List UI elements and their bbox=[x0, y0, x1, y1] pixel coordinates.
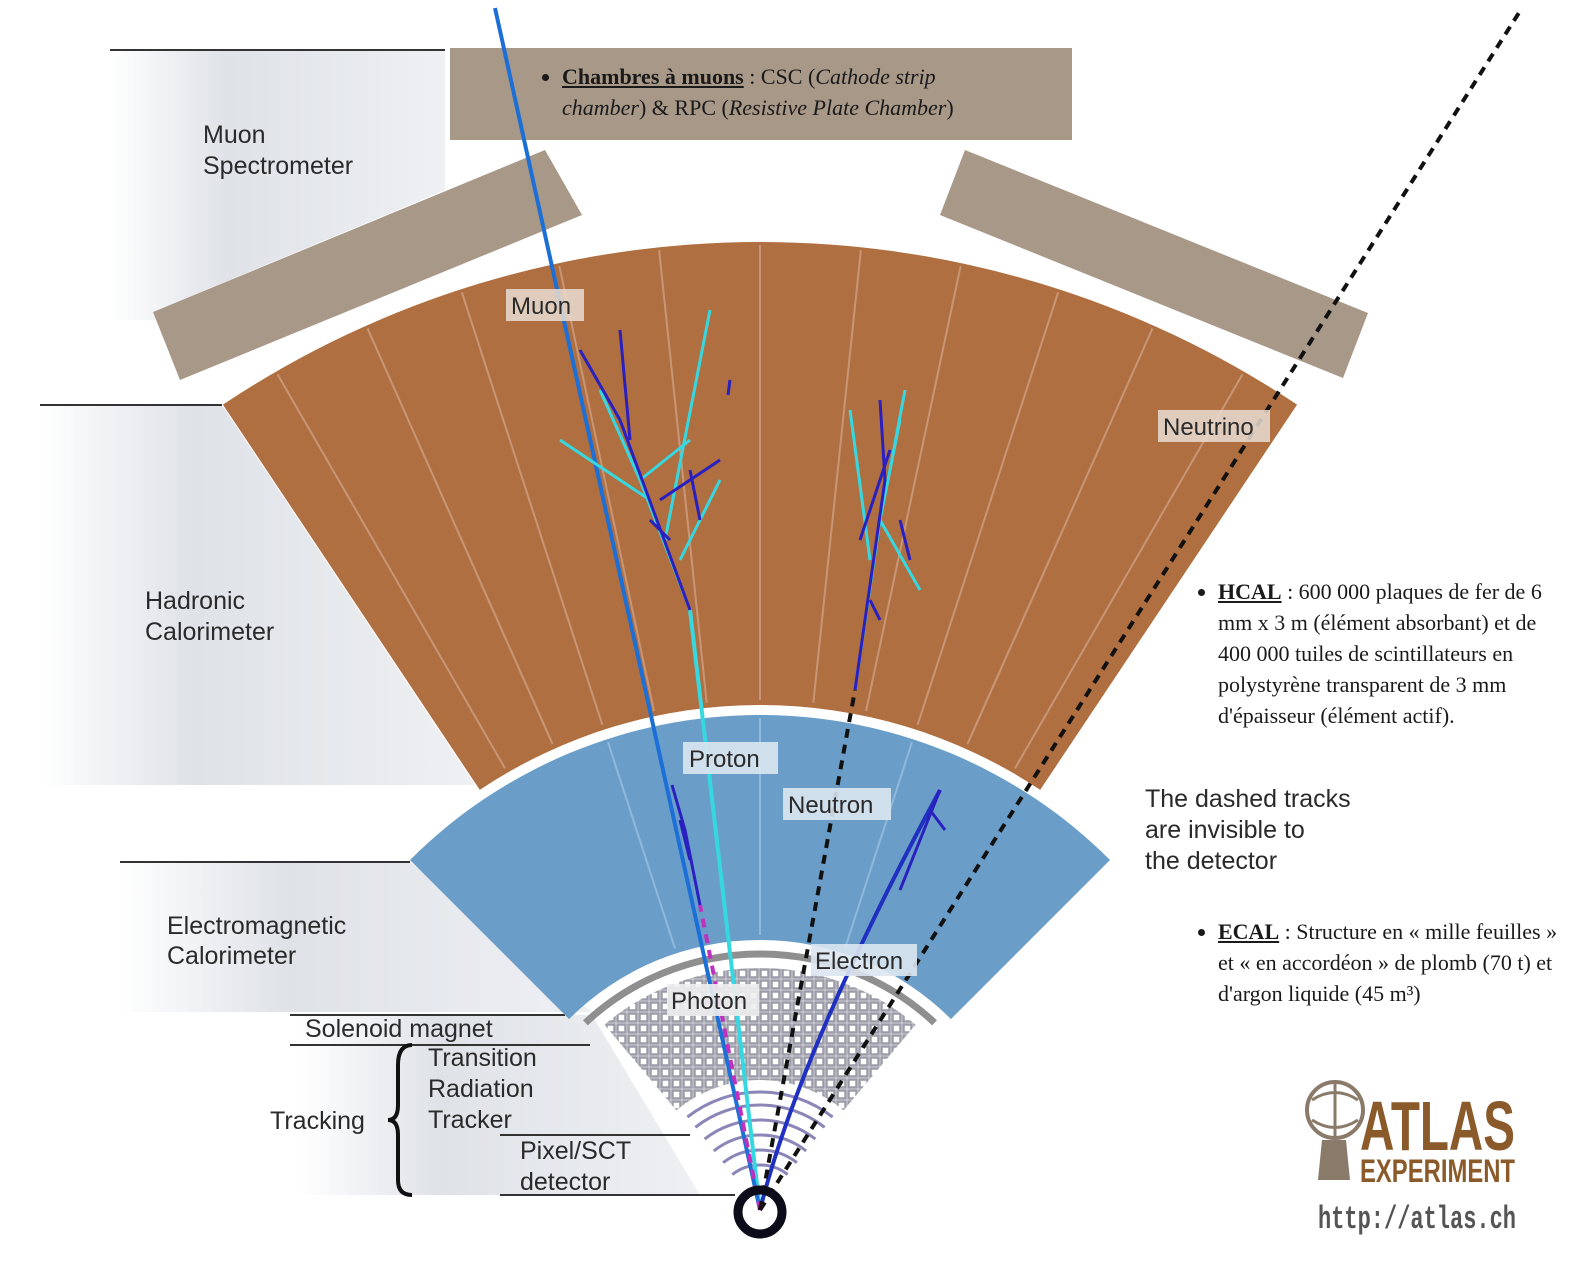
term: HCAL bbox=[1218, 579, 1282, 604]
text: ) bbox=[946, 95, 954, 120]
muon-chambers bbox=[153, 48, 1368, 380]
layer-label: Muon bbox=[203, 121, 266, 149]
logo-url: http://atlas.ch bbox=[1318, 1201, 1516, 1238]
detector-layers bbox=[222, 242, 1298, 1176]
layer-label: Transition bbox=[428, 1044, 537, 1072]
pixel-layer bbox=[703, 1118, 817, 1141]
particle-label: Proton bbox=[689, 746, 760, 773]
center bbox=[733, 1185, 787, 1239]
hcal-cell-line bbox=[812, 250, 862, 703]
text: ) & RPC ( bbox=[638, 95, 729, 120]
term: ECAL bbox=[1218, 919, 1280, 944]
logo-subtitle: EXPERIMENT bbox=[1360, 1153, 1515, 1189]
particle-label: Photon bbox=[671, 988, 747, 1015]
particle-label: Muon bbox=[511, 293, 571, 320]
ecal-cell-line bbox=[844, 741, 913, 949]
particle-label: Electron bbox=[815, 948, 903, 975]
particle-label: Neutron bbox=[788, 792, 873, 819]
layer-label: Pixel/SCT bbox=[520, 1137, 631, 1165]
hcal-cell-line bbox=[916, 291, 1060, 726]
layer-label: detector bbox=[520, 1168, 610, 1196]
note: The dashed tracks are invisible to the d… bbox=[1145, 785, 1351, 875]
layer-label: Radiation bbox=[428, 1075, 534, 1103]
label-panels bbox=[40, 49, 735, 1196]
pixel-layer bbox=[694, 1103, 826, 1129]
logo: ATLAS EXPERIMENT http://atlas.ch bbox=[1305, 1080, 1516, 1238]
hcal-cell-line bbox=[658, 250, 708, 703]
layer-label: Tracking bbox=[270, 1107, 365, 1135]
bullet-hcal: HCAL : 600 000 plaques de fer de 6 mm x … bbox=[1196, 576, 1566, 731]
text: Resistive Plate Chamber bbox=[728, 95, 947, 120]
note-line: are invisible to bbox=[1145, 816, 1305, 844]
note-line: the detector bbox=[1145, 847, 1277, 875]
layer-label: Electromagnetic bbox=[167, 912, 346, 940]
pixel-layer bbox=[712, 1133, 808, 1153]
particle-label: Neutrino bbox=[1163, 414, 1254, 441]
hcal-cell-line bbox=[865, 265, 962, 712]
hcal-cell-line bbox=[366, 328, 554, 745]
layer-label: Spectrometer bbox=[203, 152, 353, 180]
trt bbox=[604, 967, 916, 1111]
text: Cathode strip chamber bbox=[562, 64, 936, 120]
note-line: The dashed tracks bbox=[1145, 785, 1351, 813]
particle-labels: Muon Neutrino Proton Neutron Electron Ph… bbox=[506, 289, 1270, 1016]
solenoid bbox=[583, 950, 937, 1026]
ecal-cell-line bbox=[607, 741, 676, 949]
layer-label: Solenoid magnet bbox=[305, 1015, 493, 1043]
hcal-cell-line bbox=[558, 265, 655, 712]
layer-label: Calorimeter bbox=[167, 942, 296, 970]
hcal-cell-line bbox=[276, 373, 506, 769]
logo-name: ATLAS bbox=[1360, 1087, 1515, 1165]
layer-label: Tracker bbox=[428, 1106, 512, 1134]
brace bbox=[387, 1043, 413, 1197]
pixel-layer bbox=[731, 1163, 789, 1176]
text: : Structure en « mille feuilles » et « e… bbox=[1218, 919, 1558, 1006]
hcal-cell-line bbox=[460, 291, 604, 726]
term: Chambres à muons bbox=[562, 64, 744, 89]
layer-labels: Muon Spectrometer Hadronic Calorimeter E… bbox=[145, 121, 631, 1197]
bullet-muon: Chambres à muons : CSC (Cathode strip ch… bbox=[540, 61, 1020, 123]
bullet-ecal: ECAL : Structure en « mille feuilles » e… bbox=[1196, 916, 1576, 1009]
layer-label: Calorimeter bbox=[145, 618, 274, 646]
layer-label: Hadronic bbox=[145, 587, 245, 615]
pixel-layer bbox=[686, 1090, 834, 1119]
pixel-layer bbox=[722, 1148, 798, 1164]
text: : CSC ( bbox=[743, 64, 816, 89]
hcal-cell-line bbox=[966, 328, 1154, 745]
text: : 600 000 plaques de fer de 6 mm x 3 m (… bbox=[1218, 579, 1542, 728]
